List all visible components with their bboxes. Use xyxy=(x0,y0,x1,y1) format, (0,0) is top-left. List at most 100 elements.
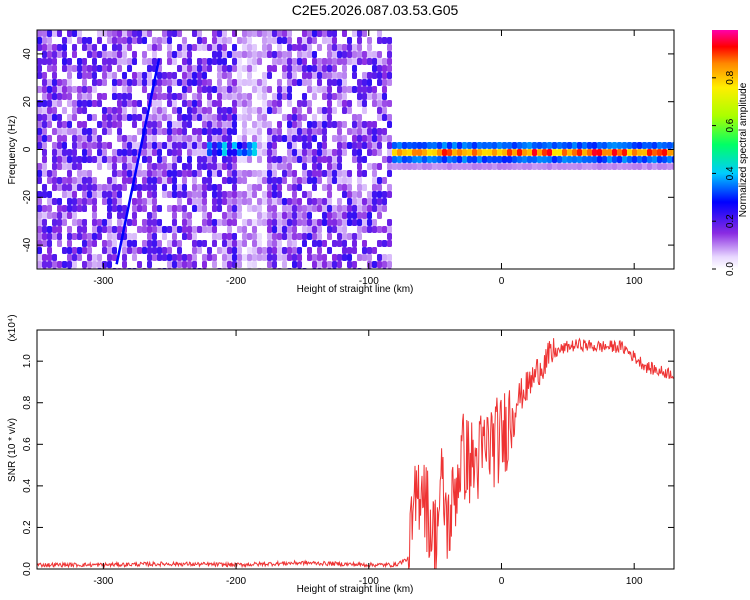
heatmap-cell xyxy=(307,198,312,205)
heatmap-cell xyxy=(397,142,402,149)
heatmap-cell xyxy=(242,198,247,205)
heatmap-cell xyxy=(352,261,357,268)
heatmap-cell xyxy=(322,107,327,114)
heatmap-cell xyxy=(82,107,87,114)
heatmap-cell xyxy=(237,142,242,149)
heatmap-cell xyxy=(307,100,312,107)
heatmap-cell xyxy=(107,219,112,226)
heatmap-cell xyxy=(382,135,387,142)
heatmap-cell xyxy=(362,240,367,247)
heatmap-cell xyxy=(72,191,77,198)
heatmap-cell xyxy=(237,226,242,233)
heatmap-cell xyxy=(37,121,42,128)
heatmap-cell xyxy=(232,212,237,219)
heatmap-cell xyxy=(47,44,52,51)
heatmap-cell xyxy=(47,247,52,254)
heatmap-cell xyxy=(377,149,382,156)
heatmap-cell xyxy=(287,142,292,149)
heatmap-cell xyxy=(522,156,527,163)
heatmap-cell xyxy=(132,58,137,65)
heatmap-cell xyxy=(117,212,122,219)
heatmap-cell xyxy=(277,212,282,219)
heatmap-cell xyxy=(52,170,57,177)
heatmap-cell xyxy=(217,184,222,191)
heatmap-cell xyxy=(137,37,142,44)
heatmap-cell xyxy=(42,233,47,240)
heatmap-cell xyxy=(192,205,197,212)
heatmap-cell xyxy=(362,93,367,100)
heatmap-cell xyxy=(192,128,197,135)
heatmap-cell xyxy=(332,177,337,184)
heatmap-cell xyxy=(72,233,77,240)
heatmap-cell xyxy=(92,142,97,149)
heatmap-cell xyxy=(172,205,177,212)
heatmap-cell xyxy=(172,51,177,58)
heatmap-cell xyxy=(342,58,347,65)
heatmap-cell xyxy=(317,240,322,247)
heatmap-cell xyxy=(372,65,377,72)
heatmap-cell xyxy=(177,254,182,261)
heatmap-cell xyxy=(317,205,322,212)
heatmap-cell xyxy=(152,114,157,121)
heatmap-cell xyxy=(262,114,267,121)
heatmap-cell xyxy=(197,240,202,247)
heatmap-cell xyxy=(177,191,182,198)
heatmap-cell xyxy=(167,142,172,149)
heatmap-cell xyxy=(302,44,307,51)
heatmap-cell xyxy=(57,86,62,93)
heatmap-cell xyxy=(192,233,197,240)
heatmap-cell xyxy=(52,86,57,93)
heatmap-cell xyxy=(382,37,387,44)
heatmap-cell xyxy=(277,58,282,65)
heatmap-cell xyxy=(77,121,82,128)
heatmap-cell xyxy=(327,37,332,44)
y-tick-label: 40 xyxy=(22,48,33,60)
heatmap-cell xyxy=(267,226,272,233)
heatmap-cell xyxy=(147,121,152,128)
heatmap-cell xyxy=(72,86,77,93)
heatmap-cell xyxy=(227,233,232,240)
heatmap-cell xyxy=(77,86,82,93)
heatmap-cell xyxy=(257,184,262,191)
heatmap-cell xyxy=(217,128,222,135)
heatmap-cell xyxy=(447,142,452,149)
heatmap-cell xyxy=(312,135,317,142)
heatmap-cell xyxy=(377,79,382,86)
heatmap-cell xyxy=(142,30,147,37)
heatmap-cell xyxy=(342,79,347,86)
heatmap-cell xyxy=(152,198,157,205)
heatmap-cell xyxy=(317,254,322,261)
heatmap-cell xyxy=(307,51,312,58)
heatmap-cell xyxy=(167,205,172,212)
heatmap-cell xyxy=(277,86,282,93)
heatmap-cell xyxy=(67,254,72,261)
heatmap-cell xyxy=(62,156,67,163)
heatmap-cell xyxy=(172,261,177,268)
heatmap-cell xyxy=(302,233,307,240)
heatmap-cell xyxy=(227,191,232,198)
heatmap-cell xyxy=(287,219,292,226)
heatmap-cell xyxy=(382,156,387,163)
heatmap-cell xyxy=(92,114,97,121)
heatmap-cell xyxy=(322,184,327,191)
heatmap-cell xyxy=(162,107,167,114)
heatmap-cell xyxy=(342,30,347,37)
heatmap-cell xyxy=(327,177,332,184)
heatmap-cell xyxy=(407,156,412,163)
heatmap-cell xyxy=(377,177,382,184)
heatmap-cell xyxy=(317,86,322,93)
heatmap-cell xyxy=(277,226,282,233)
heatmap-cell xyxy=(137,30,142,37)
snr-y-ticks: 0.00.20.40.60.81.0 xyxy=(22,354,674,576)
heatmap-cell xyxy=(162,30,167,37)
heatmap-cell xyxy=(162,114,167,121)
heatmap-cell xyxy=(217,233,222,240)
heatmap-cell xyxy=(337,163,342,170)
heatmap-cell xyxy=(47,135,52,142)
heatmap-cell xyxy=(362,142,367,149)
heatmap-cell xyxy=(212,135,217,142)
snr-x-ticks: -300 -200 -100 0 100 xyxy=(93,330,643,587)
heatmap-cell xyxy=(277,198,282,205)
heatmap-cell xyxy=(307,30,312,37)
heatmap-cell xyxy=(332,212,337,219)
